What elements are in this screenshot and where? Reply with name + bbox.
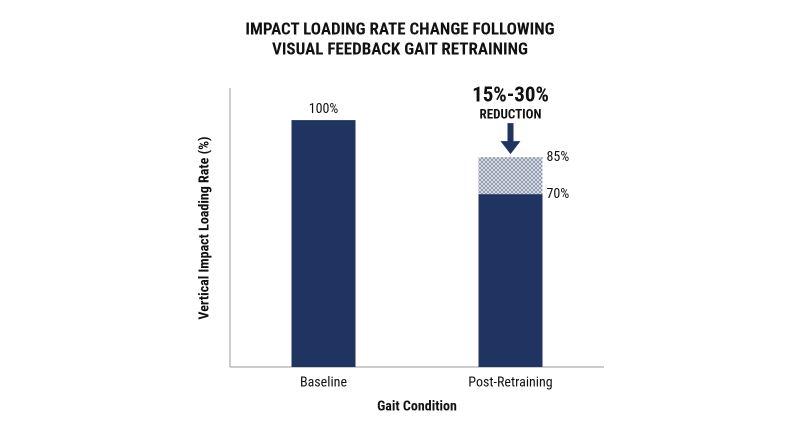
x-tick-label: Post-Retraining [468, 375, 552, 391]
x-axis-label: Gait Condition [377, 399, 457, 415]
y-axis-label: Vertical Impact Loading Rate (%) [197, 136, 213, 319]
value-label: 70% [547, 186, 570, 202]
annotation: 15%-30% [472, 84, 549, 108]
chart-title: VISUAL FEEDBACK GAIT RETRAINING [272, 39, 528, 59]
bar [478, 194, 543, 367]
x-tick-label: Baseline [300, 375, 348, 391]
chart-title: IMPACT LOADING RATE CHANGE FOLLOWING [245, 19, 554, 39]
value-label: 100% [309, 101, 339, 117]
bar [291, 120, 356, 367]
range-segment [478, 157, 543, 195]
arrow-head [500, 141, 521, 155]
value-label: 85% [547, 149, 570, 165]
annotation: REDUCTION [480, 108, 542, 123]
